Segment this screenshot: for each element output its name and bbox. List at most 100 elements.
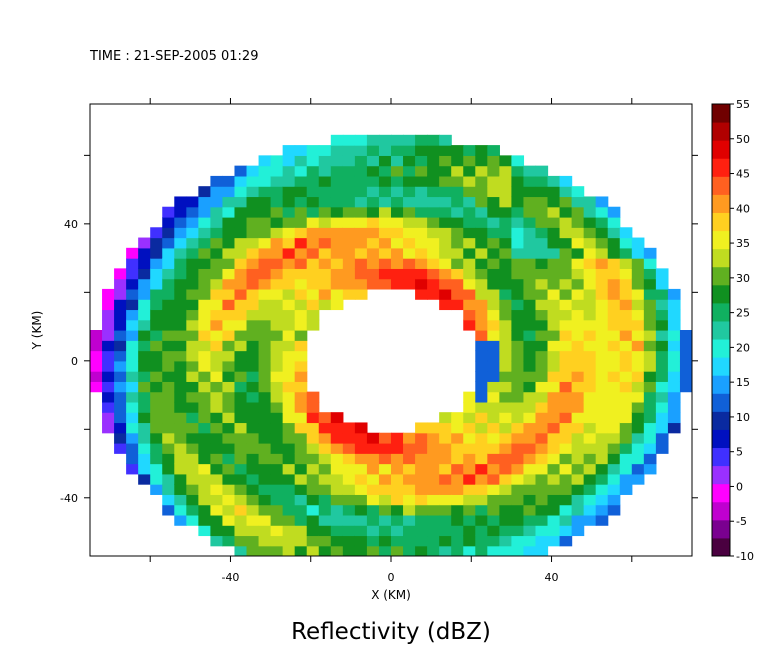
- field-cell: [366, 494, 380, 506]
- field-cell: [234, 453, 248, 465]
- field-cell: [571, 330, 585, 341]
- field-cell: [126, 340, 139, 352]
- field-cell: [595, 360, 609, 372]
- field-cell: [559, 217, 573, 228]
- field-cell: [162, 288, 175, 300]
- field-cell: [451, 196, 464, 208]
- field-cell: [210, 319, 224, 331]
- field-cell: [318, 412, 332, 424]
- field-cell: [391, 535, 404, 547]
- field-cell: [330, 463, 344, 475]
- field-cell: [210, 268, 224, 280]
- field-cell: [679, 350, 692, 362]
- field-cell: [222, 309, 236, 321]
- field-cell: [451, 463, 464, 475]
- field-cell: [294, 268, 308, 280]
- field-cell: [150, 340, 163, 352]
- field-cell: [571, 422, 585, 434]
- field-cell: [667, 422, 681, 434]
- field-cell: [391, 268, 404, 280]
- field-cell: [415, 494, 428, 506]
- field-cell: [306, 484, 320, 495]
- field-cell: [222, 206, 236, 218]
- field-cell: [511, 545, 525, 556]
- field-cell: [403, 484, 416, 495]
- field-cell: [174, 484, 187, 495]
- field-cell: [595, 381, 609, 393]
- field-cell: [354, 432, 368, 444]
- field-cell: [294, 494, 308, 506]
- field-cell: [306, 422, 320, 434]
- field-cell: [559, 432, 573, 444]
- field-cell: [523, 206, 537, 218]
- field-cell: [294, 206, 308, 218]
- field-cell: [559, 504, 573, 516]
- field-cell: [451, 484, 464, 495]
- field-cell: [222, 473, 236, 485]
- field-cell: [114, 330, 127, 341]
- field-cell: [427, 504, 440, 516]
- field-cell: [487, 165, 500, 177]
- field-cell: [391, 484, 404, 495]
- field-cell: [523, 175, 537, 187]
- field-cell: [607, 309, 621, 321]
- field-cell: [234, 422, 248, 434]
- field-cell: [222, 278, 236, 290]
- field-cell: [318, 525, 332, 537]
- field-cell: [366, 145, 380, 156]
- field-cell: [535, 484, 549, 495]
- field-cell: [523, 268, 537, 280]
- y-tick-label: -40: [60, 492, 78, 505]
- x-axis-label: X (KM): [371, 588, 411, 602]
- field-cell: [246, 227, 260, 239]
- field-cell: [463, 278, 476, 290]
- field-cell: [607, 227, 621, 239]
- field-cell: [391, 134, 404, 146]
- colorbar-swatch: [712, 266, 730, 286]
- field-cell: [174, 360, 187, 372]
- field-cell: [114, 350, 127, 362]
- field-cell: [559, 206, 573, 218]
- field-cell: [499, 196, 512, 208]
- field-cell: [595, 401, 609, 413]
- field-cell: [439, 504, 452, 516]
- field-cell: [174, 391, 187, 403]
- field-cell: [463, 237, 476, 249]
- field-cell: [451, 145, 464, 156]
- field-cell: [463, 432, 476, 444]
- field-cell: [186, 258, 199, 269]
- field-cell: [595, 484, 609, 495]
- field-cell: [186, 514, 199, 526]
- field-cell: [282, 422, 296, 434]
- field-cell: [114, 401, 127, 413]
- field-cell: [186, 319, 199, 331]
- field-cell: [631, 350, 645, 362]
- field-cell: [643, 463, 657, 475]
- field-cell: [174, 309, 187, 321]
- field-cell: [595, 340, 609, 352]
- field-cell: [186, 330, 199, 341]
- field-cell: [198, 381, 211, 393]
- field-cell: [415, 443, 428, 454]
- field-cell: [439, 247, 452, 259]
- field-cell: [282, 412, 296, 424]
- field-cell: [547, 473, 561, 485]
- field-cell: [186, 350, 199, 362]
- field-cell: [607, 494, 621, 506]
- field-cell: [306, 206, 320, 218]
- field-cell: [463, 319, 476, 331]
- field-cell: [258, 227, 272, 239]
- field-cell: [643, 453, 657, 465]
- field-cell: [354, 422, 368, 434]
- field-cell: [643, 247, 657, 259]
- field-cell: [234, 504, 248, 516]
- field-cell: [595, 237, 609, 249]
- field-cell: [342, 422, 356, 434]
- field-cell: [571, 258, 585, 269]
- field-cell: [210, 340, 224, 352]
- field-cell: [246, 299, 260, 311]
- field-cell: [583, 319, 597, 331]
- field-cell: [571, 206, 585, 218]
- field-cell: [294, 432, 308, 444]
- field-cell: [270, 443, 284, 454]
